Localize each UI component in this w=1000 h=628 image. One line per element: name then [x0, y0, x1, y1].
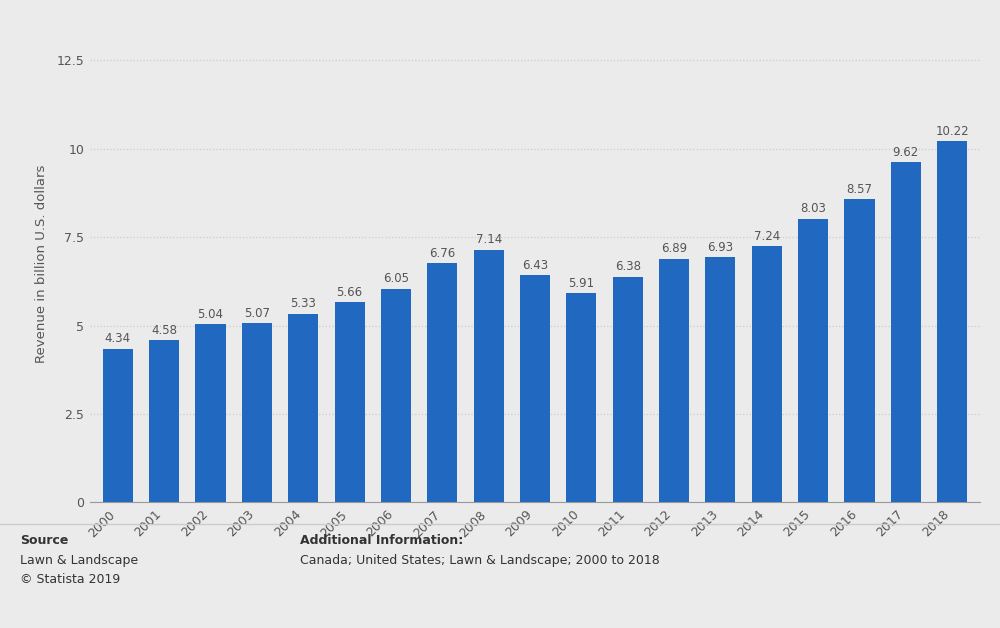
Text: 6.89: 6.89: [661, 242, 687, 255]
Bar: [566, 293, 596, 502]
Bar: [844, 200, 875, 502]
Bar: [937, 141, 967, 502]
Text: 6.38: 6.38: [615, 260, 641, 273]
Text: Additional Information:: Additional Information:: [300, 534, 463, 547]
Bar: [613, 277, 643, 502]
Bar: [335, 302, 365, 502]
Bar: [381, 288, 411, 502]
Y-axis label: Revenue in billion U.S. dollars: Revenue in billion U.S. dollars: [35, 165, 48, 363]
Text: 5.04: 5.04: [198, 308, 224, 321]
Bar: [103, 349, 133, 502]
Bar: [891, 162, 921, 502]
Text: 8.57: 8.57: [846, 183, 872, 196]
Bar: [705, 257, 735, 502]
Bar: [195, 324, 226, 502]
Bar: [427, 263, 457, 502]
Bar: [752, 246, 782, 502]
Text: 5.33: 5.33: [290, 298, 316, 310]
Text: 6.43: 6.43: [522, 259, 548, 271]
Bar: [242, 323, 272, 502]
Text: 4.58: 4.58: [151, 324, 177, 337]
Text: 5.07: 5.07: [244, 306, 270, 320]
Text: 7.24: 7.24: [754, 230, 780, 243]
Bar: [288, 314, 318, 502]
Text: 4.34: 4.34: [105, 332, 131, 345]
Text: 5.91: 5.91: [568, 277, 594, 290]
Text: 8.03: 8.03: [800, 202, 826, 215]
Text: 6.93: 6.93: [707, 241, 733, 254]
Bar: [149, 340, 179, 502]
Bar: [520, 275, 550, 502]
Text: Source: Source: [20, 534, 68, 547]
Bar: [798, 219, 828, 502]
Text: Canada; United States; Lawn & Landscape; 2000 to 2018: Canada; United States; Lawn & Landscape;…: [300, 554, 660, 567]
Bar: [474, 250, 504, 502]
Text: 5.66: 5.66: [337, 286, 363, 299]
Text: 9.62: 9.62: [893, 146, 919, 159]
Text: 10.22: 10.22: [935, 124, 969, 138]
Text: 6.05: 6.05: [383, 272, 409, 285]
Text: 7.14: 7.14: [476, 234, 502, 246]
Bar: [659, 259, 689, 502]
Text: 6.76: 6.76: [429, 247, 455, 260]
Text: Lawn & Landscape
© Statista 2019: Lawn & Landscape © Statista 2019: [20, 554, 138, 586]
